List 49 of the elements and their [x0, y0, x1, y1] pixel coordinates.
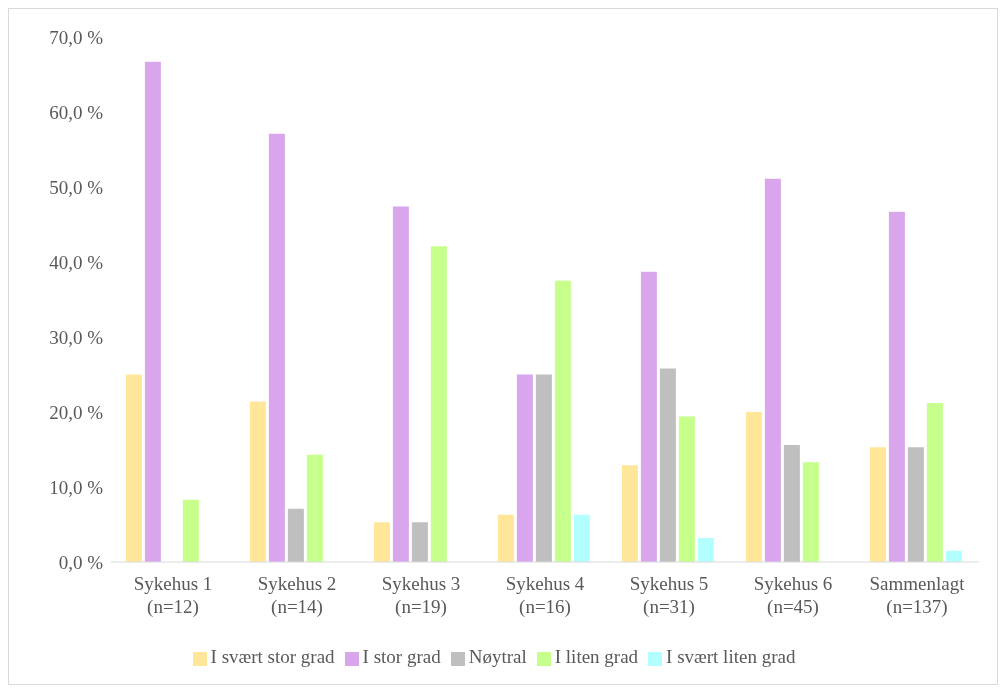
y-tick-label: 20,0 % [49, 401, 104, 423]
bar [373, 522, 390, 562]
bar [182, 499, 199, 562]
bar [497, 514, 514, 562]
bar [783, 445, 800, 562]
bar [678, 416, 695, 562]
bar [764, 178, 781, 562]
bar [249, 401, 266, 562]
legend-label: I svært liten grad [666, 646, 796, 667]
bar [306, 454, 323, 562]
legend-label: I liten grad [554, 646, 639, 667]
legend-label: I svært stor grad [210, 646, 335, 667]
bar [287, 508, 304, 562]
y-tick-label: 10,0 % [49, 476, 104, 498]
x-tick-label: Sykehus 2 (n=14) [257, 573, 337, 618]
bar [573, 514, 590, 562]
bar [640, 271, 657, 562]
legend-label: I stor grad [362, 646, 441, 667]
bar [268, 133, 285, 562]
bar [411, 522, 428, 562]
bar [125, 374, 142, 562]
x-tick-label: Sykehus 6 (n=45) [753, 573, 833, 618]
x-tick-label: Sykehus 3 (n=19) [381, 573, 461, 618]
bar [392, 206, 409, 562]
bar [516, 374, 533, 562]
bar [621, 465, 638, 562]
bar [554, 280, 571, 562]
bar [907, 447, 924, 562]
bar [535, 374, 552, 562]
x-tick-label: Sykehus 1 (n=12) [133, 573, 213, 618]
y-tick-label: 40,0 % [49, 251, 104, 273]
bar [697, 538, 714, 562]
bar [144, 61, 161, 562]
x-tick-label: Sammenlagt (n=137) [869, 573, 966, 618]
x-tick-label: Sykehus 4 (n=16) [505, 573, 585, 618]
y-tick-label: 60,0 % [49, 101, 104, 123]
y-tick-label: 30,0 % [49, 326, 104, 348]
bar [869, 447, 886, 562]
bar [745, 412, 762, 562]
bar [659, 368, 676, 562]
x-tick-label: Sykehus 5 (n=31) [629, 573, 709, 618]
y-tick-label: 50,0 % [49, 176, 104, 198]
bar [888, 211, 905, 562]
y-tick-label: 0,0 % [58, 551, 104, 573]
bar [926, 403, 943, 562]
legend-label: Nøytral [468, 646, 527, 667]
bar [430, 246, 447, 562]
y-tick-label: 70,0 % [49, 26, 104, 48]
bar [802, 462, 819, 562]
